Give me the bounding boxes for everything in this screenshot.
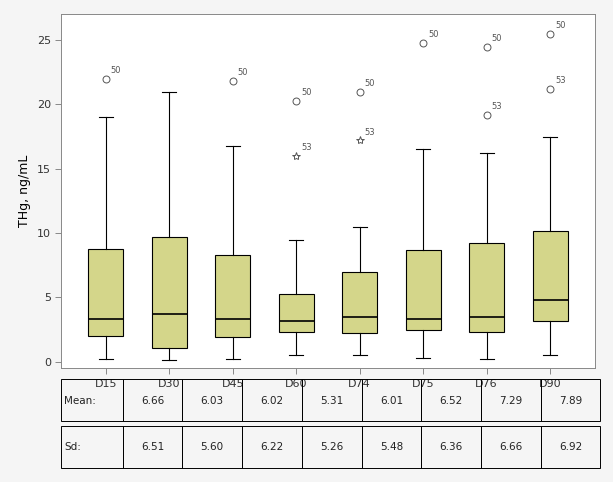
Bar bbox=[302, 426, 362, 468]
Text: 50: 50 bbox=[555, 21, 566, 30]
Text: 50: 50 bbox=[365, 79, 375, 88]
FancyBboxPatch shape bbox=[342, 272, 377, 334]
Bar bbox=[242, 426, 302, 468]
Bar bbox=[182, 379, 242, 421]
Text: 6.03: 6.03 bbox=[200, 396, 224, 406]
Text: 6.02: 6.02 bbox=[261, 396, 284, 406]
Text: 6.01: 6.01 bbox=[380, 396, 403, 406]
Text: 53: 53 bbox=[555, 76, 566, 85]
Text: 53: 53 bbox=[302, 143, 312, 152]
Bar bbox=[61, 426, 123, 468]
Bar bbox=[541, 426, 601, 468]
Bar bbox=[362, 426, 421, 468]
Text: Mean:: Mean: bbox=[64, 396, 96, 406]
FancyBboxPatch shape bbox=[215, 255, 250, 337]
Text: 5.31: 5.31 bbox=[320, 396, 343, 406]
Bar bbox=[182, 426, 242, 468]
Text: 6.22: 6.22 bbox=[261, 442, 284, 452]
Text: 6.36: 6.36 bbox=[440, 442, 463, 452]
Bar bbox=[421, 426, 481, 468]
Text: 50: 50 bbox=[428, 30, 439, 39]
FancyBboxPatch shape bbox=[152, 237, 187, 348]
Text: 6.66: 6.66 bbox=[499, 442, 522, 452]
Text: 50: 50 bbox=[238, 68, 248, 78]
Text: 6.51: 6.51 bbox=[141, 442, 164, 452]
Text: 50: 50 bbox=[302, 88, 312, 97]
Text: 7.89: 7.89 bbox=[559, 396, 582, 406]
Text: Sd:: Sd: bbox=[64, 442, 81, 452]
Y-axis label: THg, ng/mL: THg, ng/mL bbox=[18, 155, 31, 228]
FancyBboxPatch shape bbox=[469, 243, 504, 332]
Text: 6.92: 6.92 bbox=[559, 442, 582, 452]
FancyBboxPatch shape bbox=[279, 294, 314, 332]
Bar bbox=[61, 379, 123, 421]
FancyBboxPatch shape bbox=[533, 230, 568, 321]
Bar bbox=[541, 379, 601, 421]
Bar bbox=[362, 379, 421, 421]
Text: 53: 53 bbox=[365, 128, 375, 136]
Text: 5.26: 5.26 bbox=[320, 442, 343, 452]
Bar bbox=[481, 426, 541, 468]
Bar bbox=[421, 379, 481, 421]
Text: 6.52: 6.52 bbox=[440, 396, 463, 406]
FancyBboxPatch shape bbox=[88, 249, 123, 336]
Bar bbox=[123, 426, 182, 468]
Bar bbox=[242, 379, 302, 421]
Text: 5.60: 5.60 bbox=[200, 442, 224, 452]
Text: 50: 50 bbox=[492, 34, 502, 43]
Text: 5.48: 5.48 bbox=[380, 442, 403, 452]
Bar bbox=[302, 379, 362, 421]
Text: 6.66: 6.66 bbox=[141, 396, 164, 406]
Text: 53: 53 bbox=[492, 102, 503, 111]
Text: 50: 50 bbox=[111, 66, 121, 75]
Text: 7.29: 7.29 bbox=[499, 396, 522, 406]
FancyBboxPatch shape bbox=[406, 250, 441, 330]
Bar bbox=[123, 379, 182, 421]
Bar bbox=[481, 379, 541, 421]
